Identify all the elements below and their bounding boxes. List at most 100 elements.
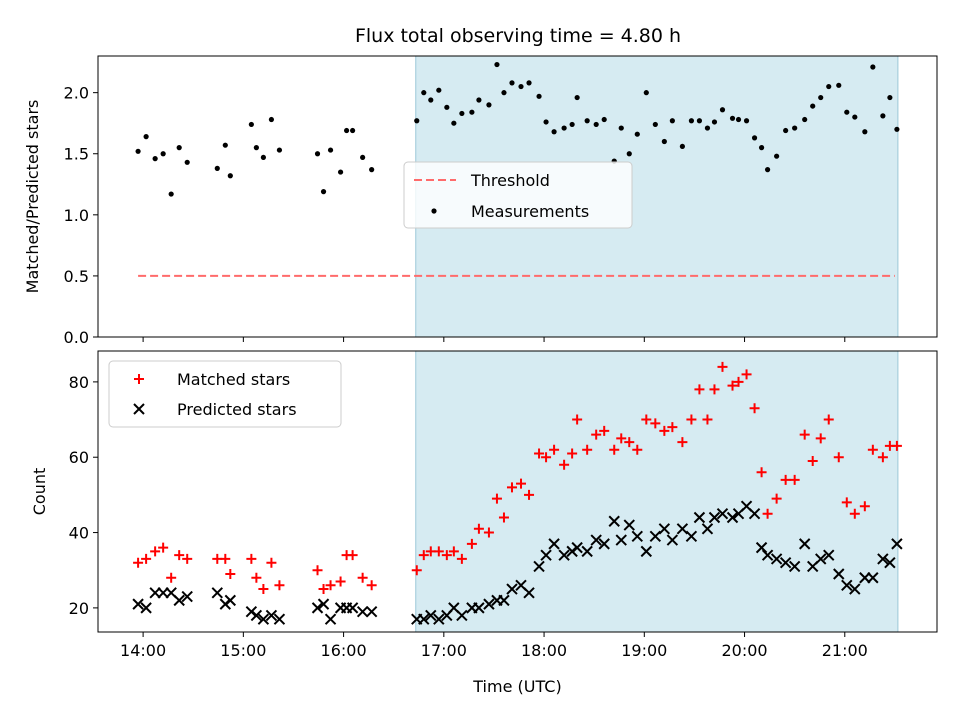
matched-stars-point: [473, 523, 484, 534]
measurement-point: [222, 142, 228, 148]
measurement-point: [719, 107, 726, 113]
predicted-stars-point: [884, 556, 896, 569]
y-tick-label: 80: [69, 373, 89, 392]
series-matched-stars: [133, 361, 902, 595]
measurement-point: [679, 143, 685, 150]
predicted-stars-point: [615, 534, 627, 546]
legend-predicted-swatch: [133, 403, 145, 415]
matched-stars-point: [733, 376, 744, 387]
observing-window-shade: [415, 350, 899, 633]
x-tick-label: 18:00: [521, 641, 567, 660]
matched-stars-point: [771, 493, 782, 504]
axes-frame: [97, 55, 938, 338]
measurement-point: [751, 135, 758, 141]
x-tick-label: 20:00: [721, 641, 767, 660]
matched-stars-point: [659, 425, 670, 436]
predicted-stars-point: [540, 549, 552, 561]
matched-stars-point: [849, 508, 860, 519]
measurement-point: [494, 61, 500, 68]
legend-measurements-label: Measurements: [471, 202, 589, 221]
measurement-point: [436, 87, 442, 93]
predicted-stars-point: [685, 530, 698, 543]
measurement-point: [593, 121, 599, 128]
y-tick-label: 1.0: [64, 206, 89, 225]
matched-stars-point: [632, 444, 643, 455]
predicted-stars-point: [257, 613, 270, 625]
matched-stars-point: [789, 474, 800, 485]
matched-stars-point: [448, 546, 459, 557]
predicted-stars-point: [779, 556, 792, 569]
measurement-point: [320, 189, 327, 195]
x-tick-label: 14:00: [120, 641, 166, 660]
matched-stars-point: [483, 527, 494, 538]
measurement-point: [501, 90, 507, 96]
matched-stars-point: [891, 440, 902, 451]
measurement-point: [459, 110, 465, 117]
predicted-stars-point: [666, 534, 679, 546]
legend-measurements-swatch: [431, 208, 437, 214]
measurement-point: [276, 147, 283, 153]
matched-stars-point: [867, 444, 878, 455]
measurement-point: [168, 191, 174, 197]
matched-stars-point: [762, 508, 773, 519]
predicted-stars-point: [356, 605, 369, 618]
matched-stars-point: [491, 493, 502, 504]
legend-matched-swatch: [134, 374, 144, 384]
measurement-point: [536, 93, 542, 99]
matched-stars-point: [433, 546, 444, 557]
measurement-point: [152, 156, 158, 162]
y-tick-label: 60: [69, 448, 89, 467]
measurement-point: [569, 121, 575, 128]
predicted-stars-point: [590, 534, 602, 546]
predicted-stars-point: [533, 560, 545, 573]
measurement-point: [758, 145, 765, 151]
measurement-point: [451, 120, 457, 126]
measurement-point: [894, 126, 900, 132]
matched-stars-point: [686, 414, 697, 425]
predicted-stars-point: [581, 545, 593, 558]
matched-stars-point: [624, 437, 635, 448]
legend-box: [108, 360, 342, 428]
predicted-stars-point: [498, 594, 510, 607]
measurement-point: [253, 145, 259, 151]
matched-stars-point: [366, 580, 377, 591]
measurement-point: [783, 127, 789, 134]
measurement-point: [735, 116, 742, 123]
matched-stars-point: [220, 553, 231, 564]
legend: Threshold Measurements: [403, 161, 633, 229]
matched-stars-point: [702, 414, 713, 425]
y-tick-label: 40: [69, 524, 89, 543]
predicted-stars-point: [265, 609, 278, 622]
predicted-stars-point: [716, 508, 729, 520]
matched-stars-point: [823, 414, 834, 425]
predicted-stars-point: [833, 568, 845, 580]
matched-stars-point: [524, 489, 535, 500]
measurement-point: [543, 119, 549, 125]
predicted-stars-point: [770, 553, 783, 565]
measurement-point: [792, 125, 798, 131]
measurement-point: [184, 159, 190, 165]
predicted-stars-point: [140, 602, 152, 614]
measurement-point: [421, 90, 427, 96]
predicted-stars-point: [425, 609, 437, 622]
predicted-stars-point: [701, 523, 714, 535]
predicted-stars-point: [571, 541, 583, 554]
x-axis-label: Time (UTC): [472, 677, 561, 696]
measurement-point: [214, 165, 220, 171]
measurement-point: [337, 169, 344, 175]
predicted-stars-point: [456, 609, 468, 622]
measurement-point: [343, 127, 350, 134]
matched-stars-point: [411, 565, 422, 576]
y-axis-label: Matched/Predicted stars: [23, 100, 42, 294]
measurement-point: [260, 154, 266, 161]
measurement-point: [327, 147, 334, 153]
predicted-stars-point: [211, 587, 223, 599]
measurement-point: [601, 116, 607, 123]
measurement-point: [369, 167, 375, 173]
matched-stars-point: [749, 403, 760, 414]
measurement-point: [135, 148, 141, 154]
measurement-point: [810, 103, 816, 109]
matched-stars-point: [609, 444, 620, 455]
matched-stars-point: [312, 565, 323, 576]
matched-stars-point: [694, 384, 705, 395]
